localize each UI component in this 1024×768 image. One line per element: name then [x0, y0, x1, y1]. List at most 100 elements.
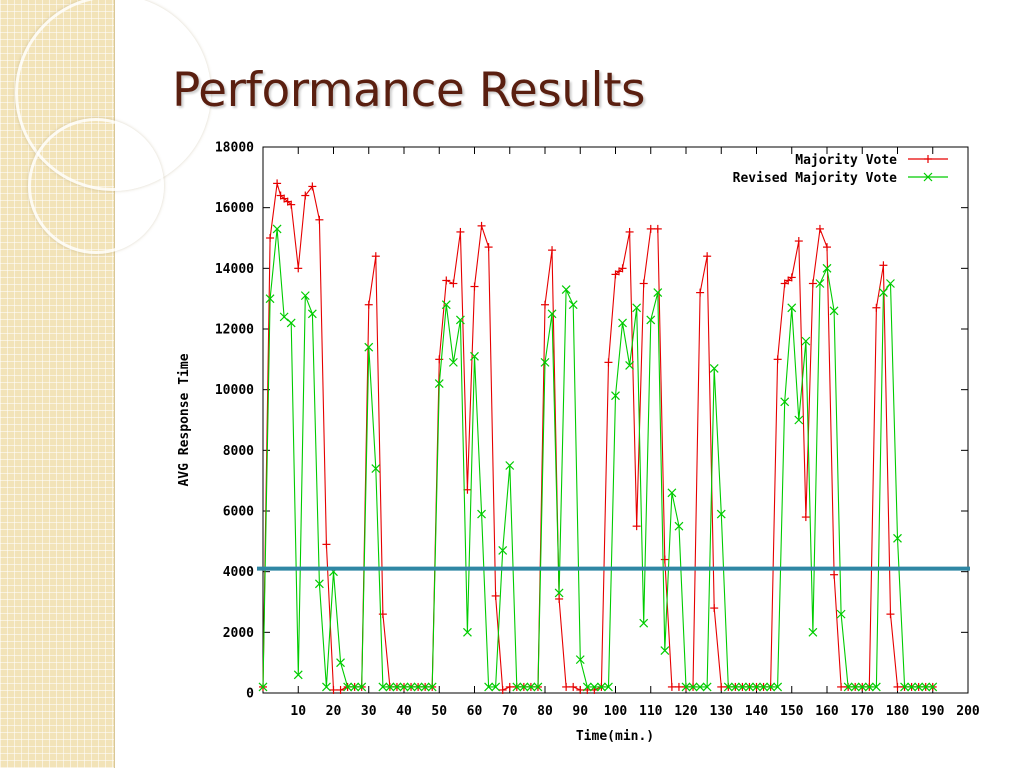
data-point-marker [322, 682, 331, 692]
data-point-marker [801, 513, 810, 522]
x-axis-ticks: 10 20 30 40 50 60 70 80 90 100 110 120 130 140 150 160 1… [290, 147, 980, 719]
x-tick-label: 200 [956, 704, 980, 719]
data-point-marker [921, 682, 931, 692]
data-point-marker [660, 646, 670, 655]
data-point-marker [279, 312, 289, 322]
data-point-marker [604, 358, 613, 367]
data-point-marker [470, 282, 479, 291]
x-tick-label: 140 [745, 704, 769, 719]
data-point-marker [293, 670, 303, 680]
data-point-marker [759, 682, 768, 692]
data-point-marker [696, 288, 705, 297]
legend-marker-glyph [924, 155, 932, 163]
data-point-marker [392, 682, 402, 692]
x-tick-label: 60 [467, 704, 483, 719]
data-point-marker [357, 682, 367, 692]
data-point-marker [611, 391, 620, 401]
data-point-marker [589, 682, 599, 692]
plot-area [262, 146, 969, 694]
data-point-marker [710, 604, 719, 613]
x-tick-label: 20 [326, 704, 342, 719]
data-point-marker [632, 522, 641, 531]
data-point-marker [498, 685, 507, 694]
x-tick-label: 40 [396, 704, 412, 719]
x-tick-label: 190 [921, 704, 945, 719]
data-point-marker [653, 224, 662, 233]
data-point-marker [688, 682, 698, 692]
data-point-marker [540, 357, 550, 367]
data-point-marker [555, 594, 564, 603]
data-point-marker [273, 179, 282, 188]
data-point-marker [491, 682, 501, 692]
data-point-marker [307, 309, 317, 319]
data-point-marker [737, 682, 747, 692]
data-point-marker [843, 682, 853, 692]
y-tick-label: 2000 [223, 626, 254, 641]
data-point-marker [385, 682, 395, 692]
data-point-marker [371, 252, 380, 261]
data-point-marker [871, 682, 881, 692]
x-tick-label: 100 [604, 704, 628, 719]
data-point-marker [864, 682, 874, 692]
data-point-marker [837, 682, 846, 691]
data-point-marker [287, 200, 296, 209]
data-point-marker [703, 252, 712, 261]
data-point-marker [449, 279, 458, 288]
data-point-marker [766, 682, 776, 692]
data-point-marker [541, 300, 549, 309]
data-point-marker [794, 415, 804, 425]
data-point-marker [646, 315, 656, 325]
data-point-marker [879, 261, 888, 270]
legend-marker-revised-majority-vote [923, 172, 933, 182]
data-point-marker [266, 234, 275, 242]
data-point-marker [730, 682, 740, 692]
data-point-marker [872, 303, 881, 312]
data-point-marker [773, 355, 782, 364]
data-point-marker [322, 540, 331, 549]
data-point-marker [569, 682, 578, 691]
x-tick-label: 70 [502, 704, 518, 719]
data-point-marker [526, 682, 536, 692]
data-point-marker [505, 682, 514, 691]
data-point-marker [752, 682, 761, 692]
x-tick-label: 170 [851, 704, 875, 719]
data-point-marker [568, 300, 578, 310]
y-tick-label: 8000 [223, 444, 254, 459]
data-point-marker [823, 243, 831, 252]
data-point-marker [787, 273, 796, 282]
data-point-marker [836, 609, 846, 619]
legend-marker-majority-vote [924, 155, 932, 163]
data-point-marker [907, 682, 917, 692]
data-point-marker [639, 279, 648, 288]
y-tick-label: 16000 [215, 201, 254, 216]
data-point-marker [808, 279, 817, 288]
series-layer [258, 179, 938, 694]
data-point-marker [315, 215, 324, 224]
data-point-marker [787, 303, 797, 313]
data-point-marker [850, 682, 860, 692]
x-tick-label: 30 [361, 704, 377, 719]
data-point-marker [830, 570, 839, 579]
data-point-marker [723, 682, 733, 692]
data-point-marker [604, 682, 613, 692]
data-point-marker [484, 682, 494, 692]
data-point-marker [681, 682, 691, 692]
data-point-marker [717, 682, 726, 691]
data-point-marker [575, 655, 585, 665]
data-point-marker [314, 579, 324, 589]
series-line-revised-majority-vote [262, 228, 933, 688]
x-tick-label: 150 [780, 704, 804, 719]
legend: Majority Vote Revised Majority Vote [733, 153, 948, 186]
data-point-marker [596, 682, 606, 692]
data-point-marker [308, 182, 317, 191]
data-point-marker [427, 682, 437, 692]
data-point-marker [928, 682, 938, 692]
data-point-marker [667, 682, 676, 691]
data-point-marker [660, 555, 669, 564]
data-point-marker [265, 294, 275, 304]
data-point-marker [780, 397, 790, 407]
data-point-marker [434, 379, 444, 389]
data-point-marker [893, 533, 902, 543]
data-point-marker [364, 342, 374, 352]
